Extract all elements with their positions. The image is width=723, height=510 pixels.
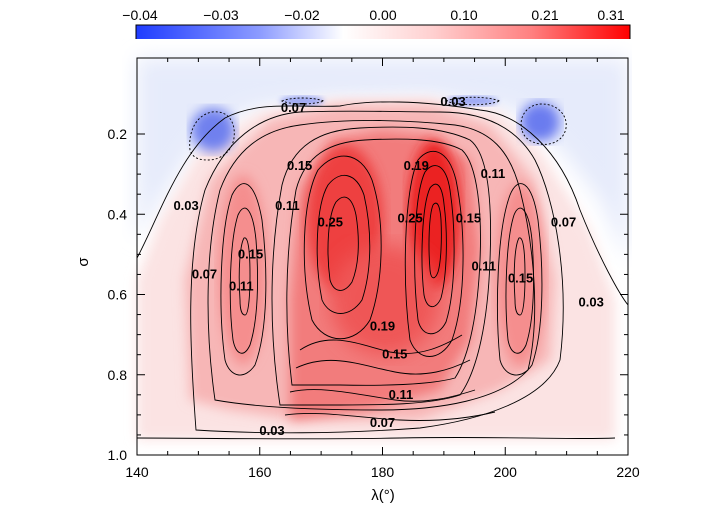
y-tick-label: 0.6 [108, 287, 128, 303]
contour-label: 0.25 [397, 210, 422, 225]
x-tick-label: 200 [494, 464, 518, 480]
contour-labels: 0.07 0.03 0.15 0.19 0.11 0.03 0.11 0.25 0.25 0.15… [173, 94, 603, 438]
contour-label: 0.11 [229, 278, 254, 293]
contour-lines [136, 101, 629, 440]
contour-label: 0.07 [370, 415, 395, 430]
x-tick-label: 140 [125, 464, 149, 480]
y-tick-label: 0.4 [108, 206, 128, 222]
contour-label: 0.11 [481, 166, 506, 181]
contour-label: 0.25 [318, 214, 343, 229]
colorbar-tick-label: 0.21 [531, 7, 558, 23]
contour-label: 0.11 [389, 387, 414, 402]
colorbar-tick-label: 0.10 [450, 7, 477, 23]
contour-label: 0.11 [275, 198, 300, 213]
contour-label: 0.11 [471, 258, 496, 273]
colorbar-tick-label: 0.31 [597, 7, 624, 23]
contour-label: 0.15 [287, 158, 312, 173]
y-tick-label: 0.8 [108, 367, 128, 383]
contour-label: 0.07 [281, 100, 306, 115]
colorbar-tick-label: −0.02 [284, 7, 320, 23]
contour-label: 0.19 [370, 319, 395, 334]
contour-label: 0.19 [404, 158, 429, 173]
contour-label: 0.03 [173, 198, 198, 213]
contour-label: 0.03 [440, 94, 465, 109]
x-tick-label: 220 [616, 464, 640, 480]
x-tick-label: 180 [371, 464, 395, 480]
contour-label: 0.07 [192, 266, 217, 281]
colorbar-tick-label: −0.04 [122, 7, 158, 23]
contour-label: 0.03 [579, 295, 604, 310]
y-tick-label: 1.0 [108, 447, 128, 463]
y-axis-title: σ [75, 257, 92, 267]
x-tick-label: 160 [248, 464, 272, 480]
contour-label: 0.15 [456, 210, 481, 225]
colorbar-tick-label: 0.00 [369, 7, 396, 23]
contour-label: 0.15 [382, 347, 407, 362]
contour-label: 0.07 [551, 214, 576, 229]
negative-contours [189, 96, 567, 161]
contour-label: 0.03 [259, 423, 284, 438]
x-axis-title: λ(°) [371, 487, 395, 504]
x-axis: 140 160 180 200 220 [125, 58, 640, 480]
y-tick-label: 0.2 [108, 126, 128, 142]
contour-label: 0.15 [238, 246, 263, 261]
colorbar-tick-label: −0.03 [203, 7, 239, 23]
y-axis: 0.2 0.4 0.6 0.8 1.0 [108, 126, 628, 463]
filled-field [122, 39, 632, 456]
contour-label: 0.15 [508, 270, 533, 285]
